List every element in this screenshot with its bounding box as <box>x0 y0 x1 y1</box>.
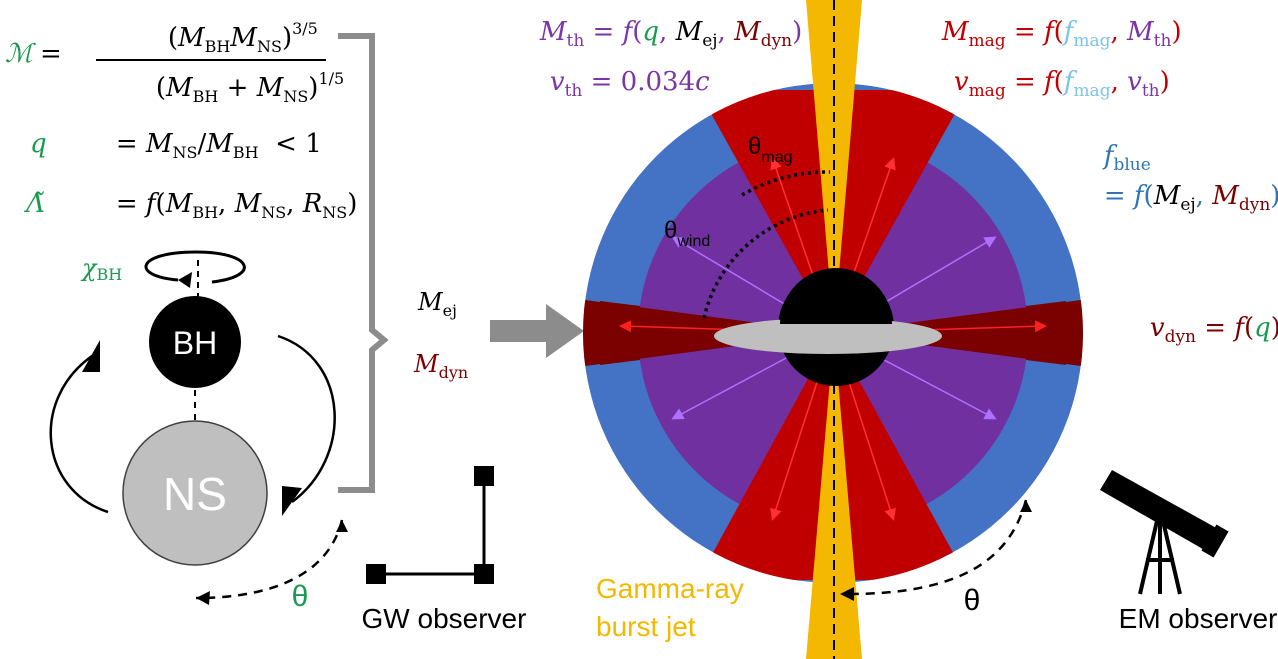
theta-wind-label: θwind <box>664 217 710 250</box>
chirp-numerator: (MBHMNS)3/5 <box>110 11 359 56</box>
tidal-rhs: = f(MBH, MNS, RNS) <box>58 189 399 222</box>
v-dyn-equation: vdyn = f(q) <box>1092 313 1278 347</box>
central-engine <box>714 268 942 386</box>
ns-label: NS <box>163 468 227 520</box>
mass-ratio-rhs: = MNS/MBH < 1 <box>58 129 363 162</box>
em-observer-label: EM observer <box>1119 603 1278 634</box>
spin-symbol: χBH <box>80 254 122 284</box>
theta-mag-label: θmag <box>748 133 792 166</box>
v-th-equation: vth = 0.034c <box>492 67 751 101</box>
m-th-equation: Mth = f(q, Mej, Mdyn) <box>482 17 844 51</box>
jet-label-line1: Gamma-ray <box>596 573 744 604</box>
tidal-symbol: Λ̃ <box>24 189 45 219</box>
neutron-star-node: NS <box>122 420 268 566</box>
mass-ratio-symbol: q <box>30 129 47 159</box>
dyn-label: Mdyn <box>413 350 468 382</box>
chirp-equals: = <box>40 39 62 69</box>
v-mag-equation: vmag = f(fmag, vth) <box>896 67 1211 101</box>
spin-arrow-icon <box>144 250 246 300</box>
telescope-icon <box>1100 470 1229 595</box>
m-mag-equation: Mmag = f(fmag, Mth) <box>884 17 1223 51</box>
gw-observer-icon <box>366 466 494 584</box>
gw-theta-arc <box>195 519 344 600</box>
left-equations: ℳ = (MBHMNS)3/5 (MBH + MNS)1/5 q = MNS/M… <box>5 11 399 284</box>
chirp-mass-symbol: ℳ <box>5 39 36 69</box>
bh-label: BH <box>173 325 217 361</box>
jet-label-line2: burst jet <box>596 611 696 642</box>
em-theta-label: θ <box>964 584 981 617</box>
f-blue-lhs: fblue <box>1046 141 1192 177</box>
em-theta-arc <box>847 499 1028 596</box>
gw-theta-label: θ <box>292 580 309 613</box>
gw-observer-label: GW observer <box>362 603 527 634</box>
theta-mag-arc <box>741 170 831 197</box>
theta-wind-arc <box>702 208 829 319</box>
f-blue-rhs: = f(Mej, Mdyn) <box>1046 181 1278 215</box>
orbit-arrows-icon <box>49 334 336 516</box>
chirp-denominator: (MBH + MNS)1/5 <box>98 61 386 106</box>
ej-label: Mej <box>417 288 457 320</box>
gw-theta-arrowhead-icon <box>196 591 210 605</box>
black-hole-node: BH <box>149 296 241 388</box>
bracket <box>338 33 389 493</box>
flow-arrow-icon <box>490 304 584 358</box>
